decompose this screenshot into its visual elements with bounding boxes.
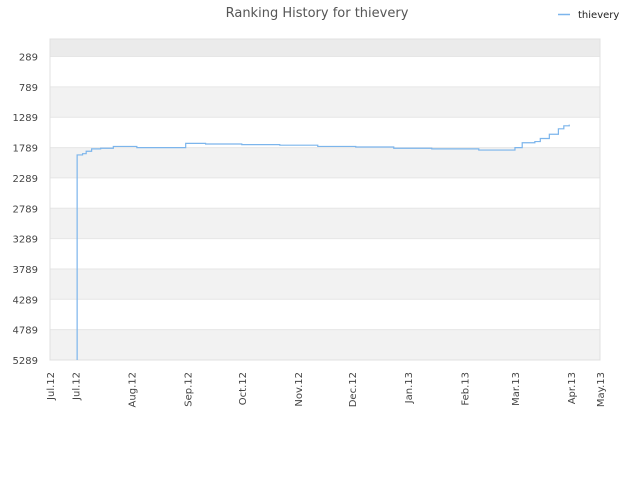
y-tick-label: 2789 bbox=[13, 204, 38, 215]
x-tick-label: May.13 bbox=[596, 372, 607, 407]
x-tick-label: Dec.12 bbox=[348, 372, 359, 407]
plot-band bbox=[50, 208, 600, 239]
x-axis: Jul.12 Jul.12 Aug.12 Sep.12 Oct.12 Nov.12 Dec.… bbox=[46, 372, 607, 407]
x-tick-label: Aug.12 bbox=[127, 372, 138, 407]
x-tick-label: Mar.13 bbox=[511, 372, 522, 406]
x-tick-label: Feb.13 bbox=[460, 372, 471, 406]
y-tick-label: 789 bbox=[19, 83, 38, 94]
y-tick-label: 3789 bbox=[13, 265, 38, 276]
y-tick-label: 5289 bbox=[13, 356, 38, 367]
plot-band bbox=[50, 86, 600, 118]
y-tick-label: 4789 bbox=[13, 326, 38, 337]
y-tick-label: 2289 bbox=[13, 174, 38, 185]
x-tick-label: Apr.13 bbox=[567, 372, 578, 404]
series-line-thievery bbox=[76, 124, 570, 360]
x-tick-label: Nov.12 bbox=[294, 372, 305, 407]
gridlines bbox=[50, 56, 600, 361]
chart-title: Ranking History for thievery bbox=[226, 6, 409, 21]
legend[interactable]: thievery bbox=[558, 10, 619, 21]
y-tick-label: 3289 bbox=[13, 235, 38, 246]
legend-label: thievery bbox=[578, 10, 619, 21]
x-tick-label: Sep.12 bbox=[184, 372, 195, 407]
x-tick-label: Jul.12 bbox=[46, 372, 57, 401]
y-tick-label: 4289 bbox=[13, 295, 38, 306]
series-group bbox=[76, 124, 570, 360]
y-axis: 289 789 1289 1789 2289 2789 3289 3789 4289 4789 52… bbox=[13, 53, 38, 367]
y-tick-label: 289 bbox=[19, 53, 38, 64]
plot-frame bbox=[49, 38, 601, 361]
plot-band bbox=[50, 329, 600, 360]
plot-band bbox=[50, 268, 600, 300]
y-tick-label: 1789 bbox=[13, 144, 38, 155]
y-tick-label: 1289 bbox=[13, 113, 38, 124]
x-tick-label: Jul.12 bbox=[71, 372, 82, 401]
plot-band bbox=[50, 39, 600, 57]
x-tick-label: Jan.13 bbox=[404, 372, 415, 404]
plot-bands bbox=[50, 39, 600, 360]
x-tick-label: Oct.12 bbox=[238, 372, 249, 405]
plot-band bbox=[50, 147, 600, 178]
